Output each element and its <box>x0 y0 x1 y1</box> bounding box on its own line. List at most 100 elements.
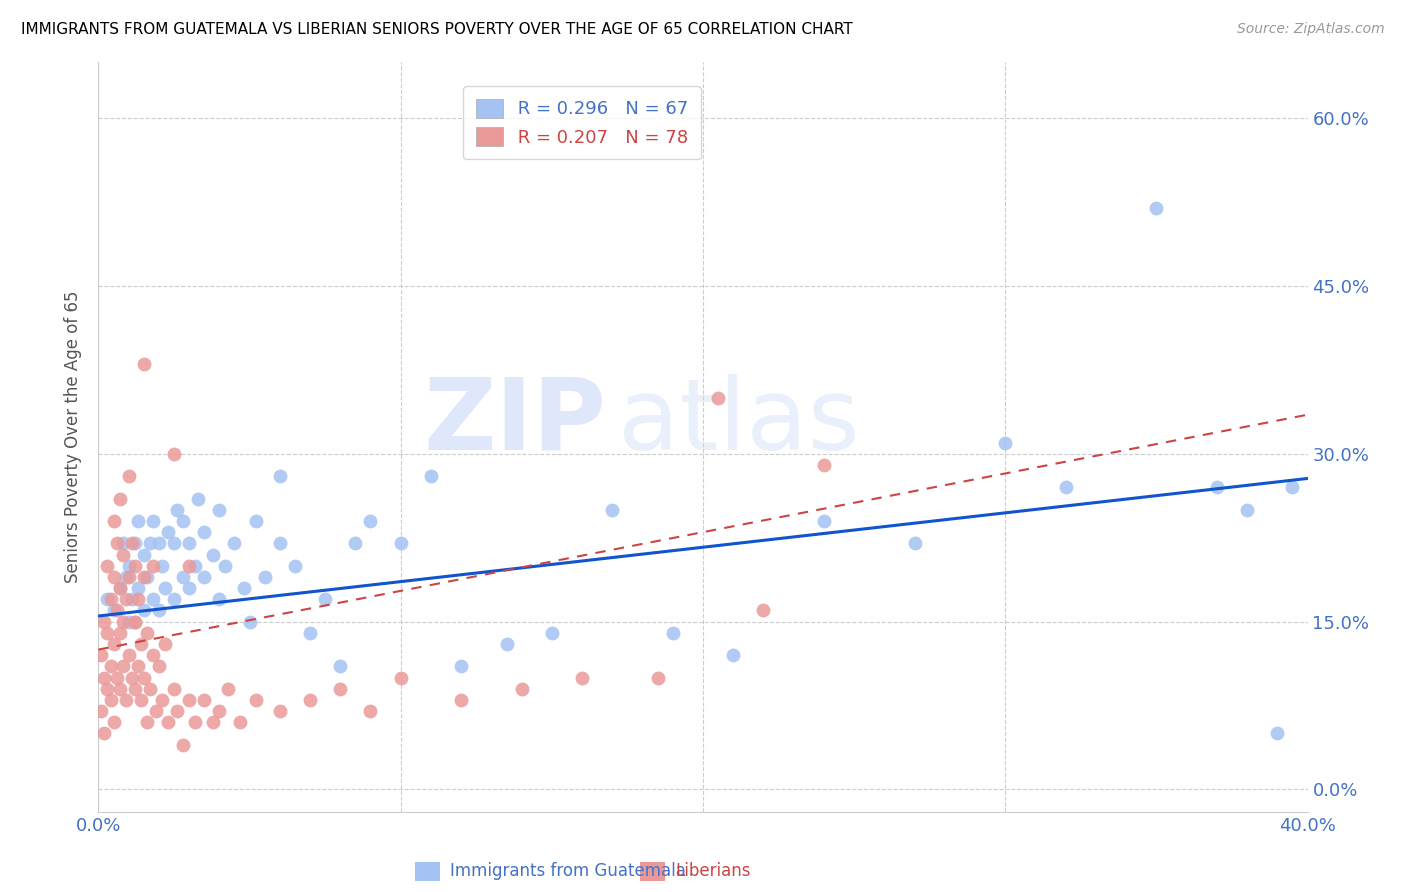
Point <box>253 570 276 584</box>
Point <box>105 536 128 550</box>
Point <box>124 536 146 550</box>
Point <box>132 603 155 617</box>
Point <box>172 570 194 584</box>
Point <box>148 536 170 550</box>
Point <box>163 681 186 696</box>
Point <box>139 536 162 550</box>
Point <box>184 558 207 573</box>
Point <box>510 681 533 696</box>
Point <box>132 548 155 562</box>
Point <box>96 558 118 573</box>
Point <box>135 715 157 730</box>
Point <box>103 570 125 584</box>
Point <box>121 536 143 550</box>
Point <box>166 502 188 516</box>
Point <box>389 671 412 685</box>
Point <box>124 558 146 573</box>
Point <box>114 570 136 584</box>
Text: ZIP: ZIP <box>423 374 606 471</box>
Point <box>156 715 179 730</box>
Point <box>299 693 322 707</box>
Point <box>96 625 118 640</box>
Point <box>129 693 152 707</box>
Point <box>208 592 231 607</box>
Point <box>245 693 267 707</box>
Point <box>132 358 155 372</box>
Point <box>127 581 149 595</box>
Point <box>269 704 291 718</box>
Point <box>124 615 146 629</box>
Point <box>142 648 165 662</box>
Point <box>114 693 136 707</box>
Legend:  R = 0.296   N = 67,  R = 0.207   N = 78: R = 0.296 N = 67, R = 0.207 N = 78 <box>463 87 702 160</box>
Point <box>224 536 246 550</box>
Point <box>121 592 143 607</box>
Point <box>647 671 669 685</box>
Point <box>360 704 382 718</box>
Point <box>111 548 134 562</box>
Point <box>208 704 231 718</box>
Point <box>135 625 157 640</box>
Point <box>142 558 165 573</box>
Point <box>707 391 730 405</box>
Point <box>329 659 352 673</box>
Point <box>142 514 165 528</box>
Point <box>495 637 517 651</box>
Point <box>904 536 927 550</box>
Text: atlas: atlas <box>619 374 860 471</box>
Point <box>193 525 215 540</box>
Point <box>150 558 173 573</box>
Point <box>1144 201 1167 215</box>
Text: Liberians: Liberians <box>675 863 751 880</box>
Point <box>269 536 291 550</box>
Point <box>214 558 236 573</box>
Point <box>118 648 141 662</box>
Point <box>329 681 352 696</box>
Point <box>314 592 336 607</box>
Point <box>752 603 775 617</box>
Y-axis label: Seniors Poverty Over the Age of 65: Seniors Poverty Over the Age of 65 <box>65 291 83 583</box>
Point <box>202 715 225 730</box>
Point <box>1206 480 1229 494</box>
Point <box>150 693 173 707</box>
Point <box>813 514 835 528</box>
Point <box>208 502 231 516</box>
Point <box>111 615 134 629</box>
Point <box>163 447 186 461</box>
Point <box>1281 480 1303 494</box>
Point <box>179 536 201 550</box>
Point <box>103 715 125 730</box>
Point <box>100 592 122 607</box>
Point <box>360 514 382 528</box>
Point <box>139 681 162 696</box>
Point <box>299 625 322 640</box>
Point <box>127 659 149 673</box>
Point <box>108 681 131 696</box>
Point <box>127 592 149 607</box>
Point <box>121 671 143 685</box>
Text: IMMIGRANTS FROM GUATEMALA VS LIBERIAN SENIORS POVERTY OVER THE AGE OF 65 CORRELA: IMMIGRANTS FROM GUATEMALA VS LIBERIAN SE… <box>21 22 853 37</box>
Point <box>132 570 155 584</box>
Point <box>1054 480 1077 494</box>
Point <box>105 603 128 617</box>
Point <box>229 715 252 730</box>
Point <box>172 738 194 752</box>
Point <box>153 581 176 595</box>
Point <box>111 659 134 673</box>
Point <box>344 536 367 550</box>
Point <box>232 581 254 595</box>
Point <box>118 558 141 573</box>
Point <box>163 536 186 550</box>
Point <box>105 671 128 685</box>
Point <box>193 570 215 584</box>
Point <box>179 693 201 707</box>
Point <box>90 648 112 662</box>
Point <box>420 469 443 483</box>
Point <box>118 615 141 629</box>
Point <box>108 581 131 595</box>
Point <box>124 681 146 696</box>
Point <box>193 693 215 707</box>
Point <box>103 603 125 617</box>
Point <box>96 592 118 607</box>
Point <box>127 514 149 528</box>
